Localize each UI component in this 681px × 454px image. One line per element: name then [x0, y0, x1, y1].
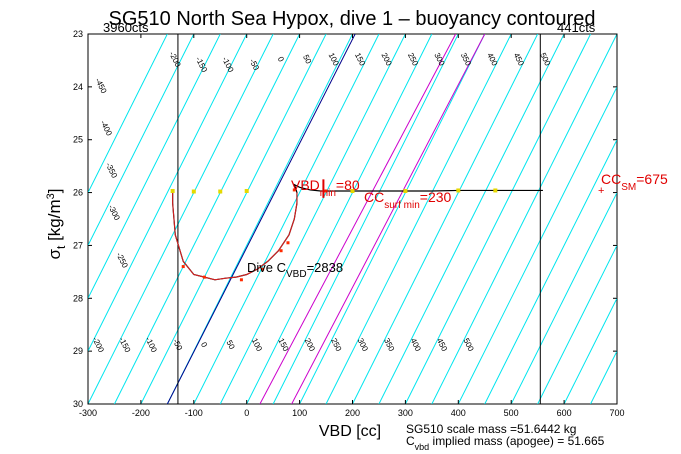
- red-marker: [279, 249, 283, 253]
- buoyancy-contour-line: [114, 34, 301, 404]
- yellow-marker: [244, 188, 249, 193]
- contour-value-label: 50: [301, 53, 313, 65]
- y-axis-label: σt [kg/m3]: [45, 189, 68, 260]
- yellow-marker: [218, 189, 223, 194]
- buoyancy-contour-line: [484, 138, 617, 404]
- annotation-cc-surf-min: CCsurf min=230: [364, 189, 452, 211]
- annotation-cc-sm: CCSM=675: [601, 171, 668, 193]
- footer-implied-mass: Cvbd implied mass (apogee) = 51.665: [406, 434, 605, 452]
- x-tick-label: 600: [557, 408, 572, 418]
- y-tick-label: 27: [73, 240, 83, 250]
- yellow-marker: [403, 188, 408, 193]
- y-tick-label: 25: [73, 135, 83, 145]
- buoyancy-contour-line: [510, 191, 617, 404]
- y-tick-label: 28: [73, 293, 83, 303]
- cc-sm-marker: +: [598, 185, 604, 197]
- buoyancy-contour-line: [643, 34, 681, 404]
- reference-line-1: [166, 34, 356, 404]
- chart-title: SG510 North Sea Hypox, dive 1 – buoyancy…: [109, 8, 596, 30]
- y-tick-label: 29: [73, 346, 83, 356]
- annotation-dive-cvbd: Dive CVBD=2838: [247, 260, 343, 280]
- yellow-marker: [456, 188, 461, 193]
- buoyancy-contour-line: [193, 34, 380, 404]
- buoyancy-contour-line: [88, 34, 168, 194]
- buoyancy-contour-line: [352, 34, 539, 404]
- buoyancy-contour-line: [246, 34, 433, 404]
- buoyancy-contour-line: [88, 34, 274, 404]
- buoyancy-contour-line: [272, 34, 459, 404]
- buoyancy-contour-line: [431, 34, 617, 404]
- yellow-marker: [350, 188, 355, 193]
- red-marker: [181, 265, 185, 269]
- dive-trace-red-line: [172, 192, 298, 281]
- x-tick-label: 100: [292, 408, 307, 418]
- corner-label-right: 441cts: [557, 20, 596, 35]
- yellow-marker: [493, 188, 498, 193]
- annotation-vbd-min: VBDmin=80: [291, 177, 360, 199]
- buoyancy-contour-line: [88, 34, 248, 353]
- yellow-marker: [191, 189, 196, 194]
- footer-scale-mass: SG510 scale mass =51.6442 kg: [406, 422, 576, 436]
- x-tick-label: 200: [345, 408, 360, 418]
- buoyancy-contour-line: [537, 244, 617, 404]
- corner-label-left: 3960cts: [103, 20, 149, 35]
- reference-line-2: [259, 34, 457, 404]
- plot-area: [87, 33, 618, 405]
- x-tick-label: 500: [504, 408, 519, 418]
- x-tick-label: 0: [244, 408, 249, 418]
- buoyancy-contour-line: [563, 297, 617, 404]
- buoyancy-contour-line: [325, 34, 512, 404]
- x-tick-label: -100: [185, 408, 203, 418]
- yellow-marker: [170, 188, 175, 193]
- x-tick-label: 300: [398, 408, 413, 418]
- buoyancy-contour-line: [616, 402, 617, 404]
- red-marker: [261, 267, 265, 271]
- y-tick-label: 26: [73, 188, 83, 198]
- y-tick-label: 30: [73, 399, 83, 409]
- red-marker: [239, 278, 243, 282]
- contour-value-label: 0: [276, 55, 286, 63]
- x-tick-label: -300: [79, 408, 97, 418]
- red-marker: [286, 241, 290, 245]
- buoyancy-contour-line: [140, 34, 327, 404]
- buoyancy-contour-line: [299, 34, 486, 404]
- buoyancy-contour-line: [88, 34, 221, 300]
- y-tick-label: 24: [73, 82, 83, 92]
- y-tick-label: 23: [73, 29, 83, 39]
- contour-value-label: 0: [199, 341, 209, 349]
- x-tick-label: 400: [451, 408, 466, 418]
- x-tick-label: 700: [609, 408, 624, 418]
- red-marker: [202, 275, 206, 279]
- buoyancy-contour-line: [219, 34, 406, 404]
- buoyancy-contour-line: [457, 85, 617, 404]
- red-marker: [324, 189, 328, 193]
- contour-value-label: 50: [224, 339, 236, 351]
- reference-line-3: [291, 34, 486, 404]
- buoyancy-contour-line: [88, 34, 195, 247]
- x-axis-label: VBD [cc]: [319, 423, 381, 440]
- red-marker: [292, 188, 296, 192]
- buoyancy-contour-line: [404, 34, 591, 404]
- x-tick-label: -200: [132, 408, 150, 418]
- buoyancy-contour-line: [378, 34, 565, 404]
